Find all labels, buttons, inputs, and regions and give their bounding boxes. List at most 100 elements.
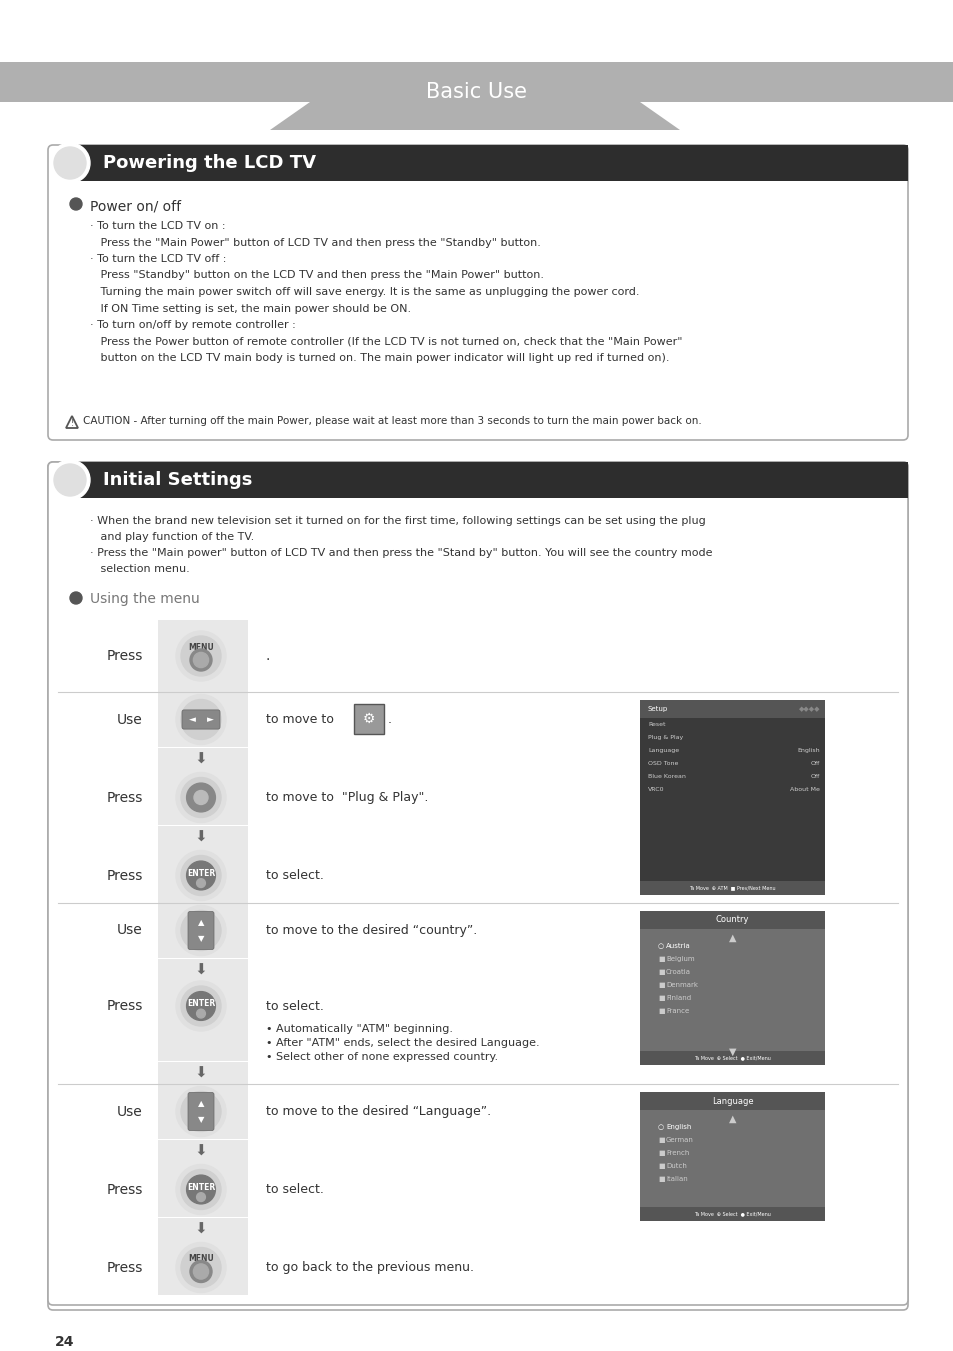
Circle shape: [181, 1247, 221, 1288]
Bar: [158, 1084, 248, 1139]
Text: ⬇: ⬇: [194, 1066, 207, 1081]
Text: ►: ►: [207, 715, 213, 724]
Circle shape: [175, 631, 226, 681]
Bar: [639, 911, 824, 1065]
Bar: [158, 692, 248, 747]
Circle shape: [181, 986, 221, 1025]
Text: to select.: to select.: [266, 1000, 323, 1012]
Circle shape: [181, 1092, 221, 1132]
Text: Basic Use: Basic Use: [426, 82, 527, 101]
Text: Ta Move  ⊕ Select  ● Exit/Menu: Ta Move ⊕ Select ● Exit/Menu: [694, 1055, 770, 1061]
Text: Press the Power button of remote controller (If the LCD TV is not turned on, che: Press the Power button of remote control…: [90, 336, 681, 346]
Text: ENTER: ENTER: [187, 1183, 214, 1192]
Circle shape: [175, 694, 226, 744]
Text: OSD Tone: OSD Tone: [647, 761, 678, 766]
FancyBboxPatch shape: [182, 709, 220, 730]
Text: Press "Standby" button on the LCD TV and then press the "Main Power" button.: Press "Standby" button on the LCD TV and…: [90, 270, 543, 281]
Text: Initial Settings: Initial Settings: [103, 471, 253, 489]
Text: · To turn the LCD TV on :: · To turn the LCD TV on :: [90, 222, 225, 231]
Text: ■: ■: [658, 969, 664, 975]
Text: ■: ■: [658, 1175, 664, 1182]
Text: .: .: [266, 648, 270, 663]
Bar: [76, 145, 907, 181]
Text: ■: ■: [658, 994, 664, 1001]
Text: · To turn the LCD TV off :: · To turn the LCD TV off :: [90, 254, 226, 263]
Circle shape: [70, 199, 82, 209]
Text: button on the LCD TV main body is turned on. The main power indicator will light: button on the LCD TV main body is turned…: [90, 353, 669, 363]
Text: Turning the main power switch off will save energy. It is the same as unplugging: Turning the main power switch off will s…: [90, 286, 639, 297]
Bar: [158, 848, 248, 902]
Bar: [158, 1062, 248, 1084]
Text: ■: ■: [658, 1008, 664, 1015]
Circle shape: [175, 1086, 226, 1136]
Bar: [639, 1206, 824, 1221]
Text: ▼: ▼: [197, 934, 204, 943]
Circle shape: [181, 855, 221, 896]
Text: ⬇: ⬇: [194, 1143, 207, 1159]
Circle shape: [190, 1260, 212, 1282]
Text: ⬇: ⬇: [194, 962, 207, 978]
Text: Power on/ off: Power on/ off: [90, 199, 181, 213]
Text: Off: Off: [810, 774, 820, 780]
Text: Belgium: Belgium: [665, 957, 694, 962]
Text: ■: ■: [658, 1150, 664, 1156]
Text: ■: ■: [658, 982, 664, 988]
Text: ◄: ◄: [189, 715, 195, 724]
Text: ○: ○: [658, 1124, 663, 1129]
Text: ⬇: ⬇: [194, 751, 207, 766]
Circle shape: [50, 459, 90, 500]
Text: Press the "Main Power" button of LCD TV and then press the "Standby" button.: Press the "Main Power" button of LCD TV …: [90, 238, 540, 247]
Text: to select.: to select.: [266, 1183, 323, 1196]
Text: Using the menu: Using the menu: [90, 592, 199, 607]
Circle shape: [196, 1193, 205, 1201]
Text: ENTER: ENTER: [187, 1000, 214, 1008]
Text: Press: Press: [107, 869, 143, 882]
Bar: [639, 1051, 824, 1065]
Circle shape: [181, 1170, 221, 1209]
Text: Setup: Setup: [647, 707, 667, 712]
Circle shape: [181, 911, 221, 951]
Text: Use: Use: [117, 712, 143, 727]
Text: · When the brand new television set it turned on for the first time, following s: · When the brand new television set it t…: [90, 516, 705, 526]
Bar: [639, 1092, 824, 1221]
Text: Off: Off: [810, 761, 820, 766]
Text: French: French: [665, 1150, 689, 1156]
Bar: [158, 902, 248, 958]
Text: ▲: ▲: [728, 1115, 736, 1124]
Text: · Press the "Main power" button of LCD TV and then press the "Stand by" button. : · Press the "Main power" button of LCD T…: [90, 549, 712, 558]
Circle shape: [175, 1243, 226, 1293]
Text: selection menu.: selection menu.: [90, 563, 190, 574]
Circle shape: [175, 905, 226, 955]
Bar: [158, 825, 248, 848]
Bar: [158, 1140, 248, 1162]
Circle shape: [54, 147, 86, 178]
Text: and play function of the TV.: and play function of the TV.: [90, 532, 254, 542]
Bar: [639, 700, 824, 717]
FancyBboxPatch shape: [48, 462, 907, 1310]
Text: ▲: ▲: [197, 1100, 204, 1108]
Text: to select.: to select.: [266, 869, 323, 882]
Bar: [158, 1219, 248, 1240]
Circle shape: [196, 878, 205, 888]
Text: Powering the LCD TV: Powering the LCD TV: [103, 154, 315, 172]
Bar: [639, 700, 824, 894]
Text: Press: Press: [107, 1182, 143, 1197]
Circle shape: [190, 648, 212, 671]
Text: Blue Korean: Blue Korean: [647, 774, 685, 780]
Text: MENU: MENU: [188, 643, 213, 651]
Text: ■: ■: [658, 957, 664, 962]
Text: VRC0: VRC0: [647, 788, 664, 792]
Circle shape: [175, 1165, 226, 1215]
FancyBboxPatch shape: [188, 1093, 213, 1131]
FancyBboxPatch shape: [48, 462, 907, 1305]
Circle shape: [196, 1009, 205, 1019]
Circle shape: [50, 143, 90, 182]
Text: German: German: [665, 1138, 693, 1143]
Circle shape: [181, 777, 221, 817]
Text: Finland: Finland: [665, 994, 690, 1001]
Text: Press: Press: [107, 648, 143, 663]
Text: France: France: [665, 1008, 688, 1015]
Text: About Me: About Me: [789, 788, 820, 792]
Text: English: English: [797, 748, 820, 753]
Text: Dutch: Dutch: [665, 1163, 686, 1169]
